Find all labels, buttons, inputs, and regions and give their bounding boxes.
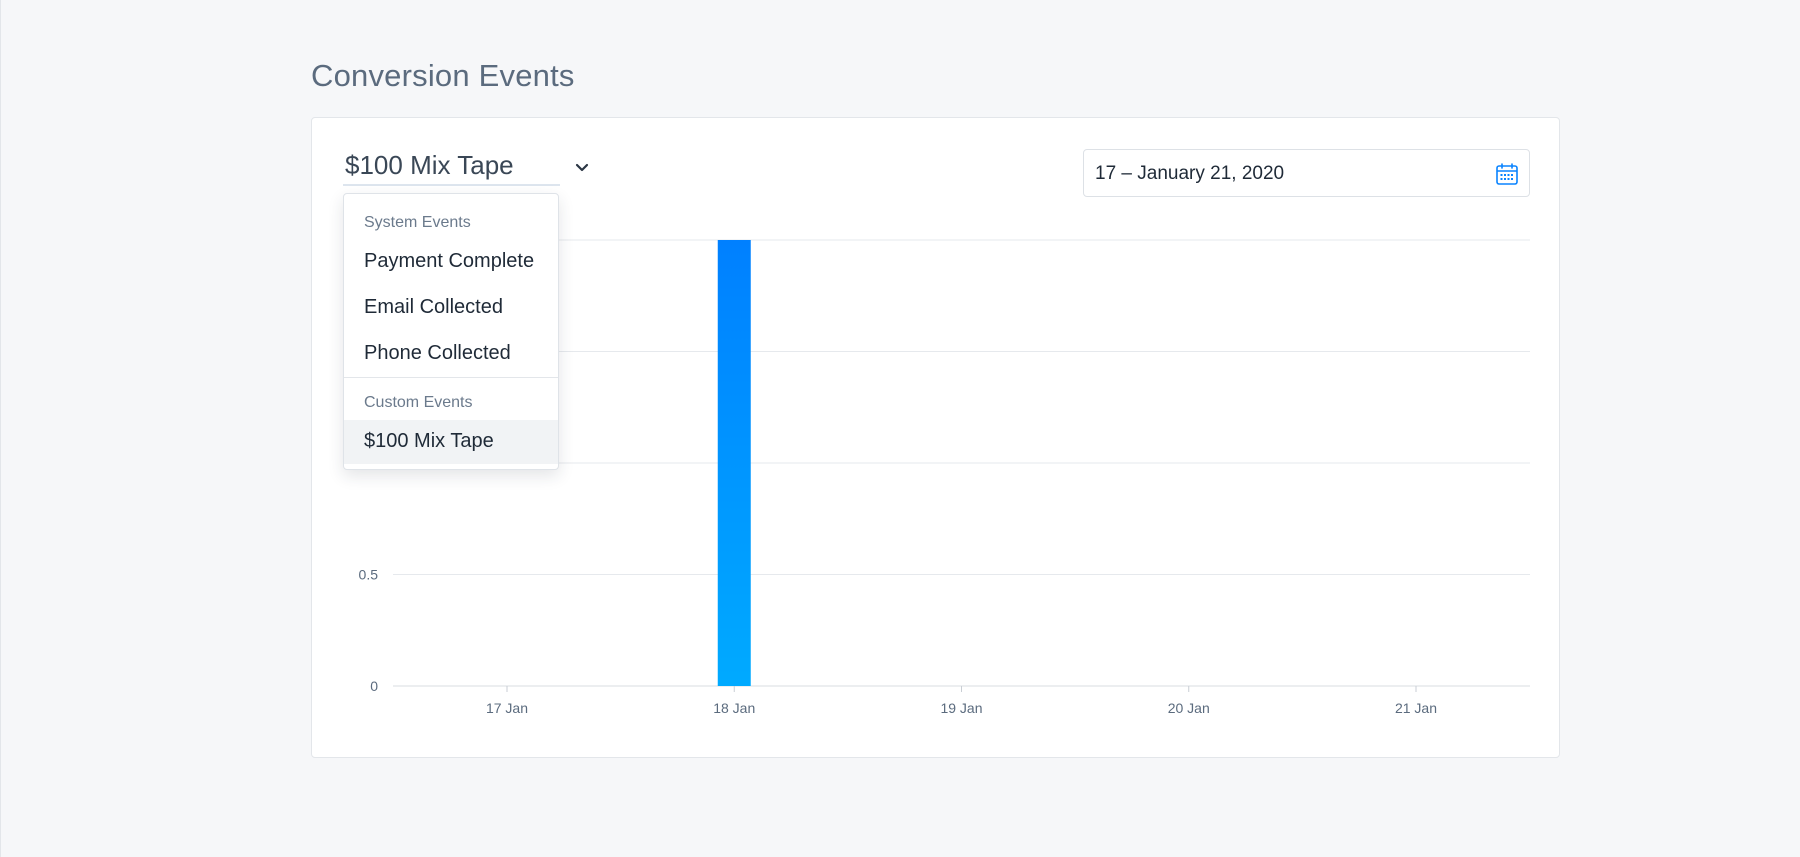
- dropdown-item-label: Payment Complete: [364, 250, 535, 272]
- calendar-icon[interactable]: [1495, 162, 1519, 186]
- page-title: Conversion Events: [311, 58, 575, 93]
- dropdown-item-label: $100 Mix Tape: [364, 430, 494, 452]
- date-range-value: 17 – January 21, 2020: [1095, 163, 1285, 184]
- event-dropdown-menu: System Events Payment Complete Email Col…: [343, 193, 559, 470]
- dropdown-item-label: Email Collected: [364, 296, 503, 318]
- event-select-value: $100 Mix Tape: [345, 150, 514, 180]
- dropdown-divider: [344, 377, 558, 378]
- date-range-input[interactable]: 17 – January 21, 2020: [1083, 149, 1530, 197]
- dropdown-item-email-collected[interactable]: Email Collected: [344, 286, 558, 330]
- dropdown-item-label: Phone Collected: [364, 342, 511, 364]
- event-select[interactable]: $100 Mix Tape: [343, 146, 560, 186]
- dropdown-group-label-system: System Events: [364, 214, 471, 231]
- dropdown-item-payment-complete[interactable]: Payment Complete: [344, 240, 558, 284]
- chevron-down-icon[interactable]: [572, 158, 592, 178]
- dropdown-item-100-mix-tape[interactable]: $100 Mix Tape: [344, 420, 558, 464]
- page-left-border: [0, 0, 1, 857]
- dropdown-group-label-custom: Custom Events: [364, 394, 473, 411]
- dropdown-item-phone-collected[interactable]: Phone Collected: [344, 332, 558, 376]
- event-select-underline: [343, 184, 560, 186]
